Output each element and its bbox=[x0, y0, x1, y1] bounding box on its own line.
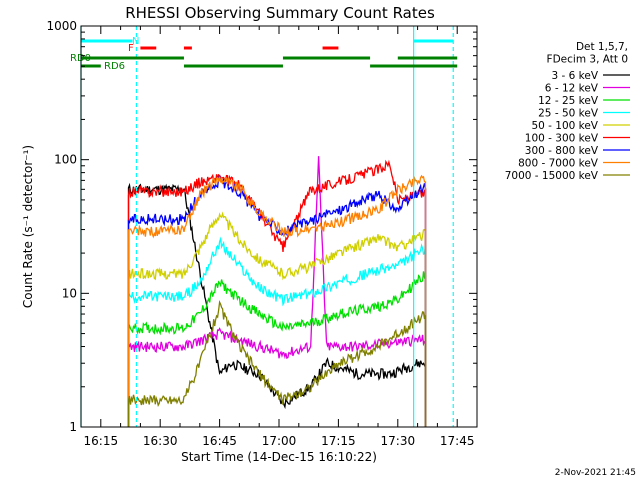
flag-bar-f-2 bbox=[322, 46, 339, 50]
x-tick-label: 16:15 bbox=[84, 434, 119, 448]
x-tick-label: 16:45 bbox=[202, 434, 237, 448]
flag-bar-n-0 bbox=[81, 39, 133, 43]
flag-bar-n-1 bbox=[413, 39, 454, 43]
data-lines bbox=[127, 156, 427, 427]
chart-title: RHESSI Observing Summary Count Rates bbox=[125, 4, 435, 22]
series-line-6 bbox=[127, 175, 427, 427]
x-tick-label: 16:30 bbox=[143, 434, 178, 448]
flag-bar-rd6-2 bbox=[370, 64, 458, 68]
series-line-3 bbox=[127, 236, 427, 427]
flag-bar-f-1 bbox=[183, 46, 192, 50]
y-tick-label: 1000 bbox=[46, 19, 77, 33]
y-axis: 1 10 100 1000 Count Rate (s⁻¹ detector⁻¹) bbox=[21, 19, 477, 434]
y-tick-label: 10 bbox=[62, 286, 77, 300]
y-tick-label: 1 bbox=[69, 420, 77, 434]
series-line-7 bbox=[127, 174, 427, 427]
legend-label: 25 - 50 keV bbox=[538, 108, 599, 120]
flag-bar-rd0-1 bbox=[282, 56, 371, 60]
legend-label: 12 - 25 keV bbox=[538, 95, 599, 107]
x-axis-label: Start Time (14-Dec-15 16:10:22) bbox=[181, 450, 377, 464]
series-line-8 bbox=[127, 299, 427, 427]
legend-label: 7000 - 15000 keV bbox=[505, 170, 599, 182]
x-axis: 16:15 16:30 16:45 17:00 17:15 17:30 17:45 Start… bbox=[80, 26, 478, 464]
flag-bar-rd6-1 bbox=[183, 64, 283, 68]
series-line-5 bbox=[127, 159, 427, 427]
legend-header: FDecim 3, Att 0 bbox=[547, 54, 628, 66]
y-axis-label: Count Rate (s⁻¹ detector⁻¹) bbox=[21, 145, 35, 308]
x-tick-label: 17:30 bbox=[381, 434, 416, 448]
legend-label: 50 - 100 keV bbox=[531, 120, 598, 132]
flag-label-f: F bbox=[128, 43, 134, 54]
flag-bar-rd0-2 bbox=[397, 56, 458, 60]
legend-label: 300 - 800 keV bbox=[525, 145, 599, 157]
x-tick-label: 17:15 bbox=[321, 434, 356, 448]
legend-label: 3 - 6 keV bbox=[551, 70, 598, 82]
series-line-2 bbox=[127, 271, 427, 427]
flag-label-n: N bbox=[132, 36, 139, 47]
legend-header: Det 1,5,7, bbox=[576, 41, 628, 53]
x-tick-label: 17:45 bbox=[440, 434, 475, 448]
flag-bar-rd6-0 bbox=[81, 64, 101, 68]
series-line-4 bbox=[127, 211, 427, 427]
legend-label: 6 - 12 keV bbox=[545, 83, 599, 95]
x-tick-label: 17:00 bbox=[262, 434, 297, 448]
y-tick-label: 100 bbox=[54, 153, 77, 167]
legend-label: 800 - 7000 keV bbox=[518, 158, 599, 170]
legend-label: 100 - 300 keV bbox=[525, 133, 599, 145]
flag-bar-rd0-0 bbox=[81, 56, 184, 60]
flag-label-rd6: RD6 bbox=[104, 61, 125, 72]
flag-bar-f-0 bbox=[140, 46, 157, 50]
footer-date: 2-Nov-2021 21:45 bbox=[555, 468, 636, 478]
